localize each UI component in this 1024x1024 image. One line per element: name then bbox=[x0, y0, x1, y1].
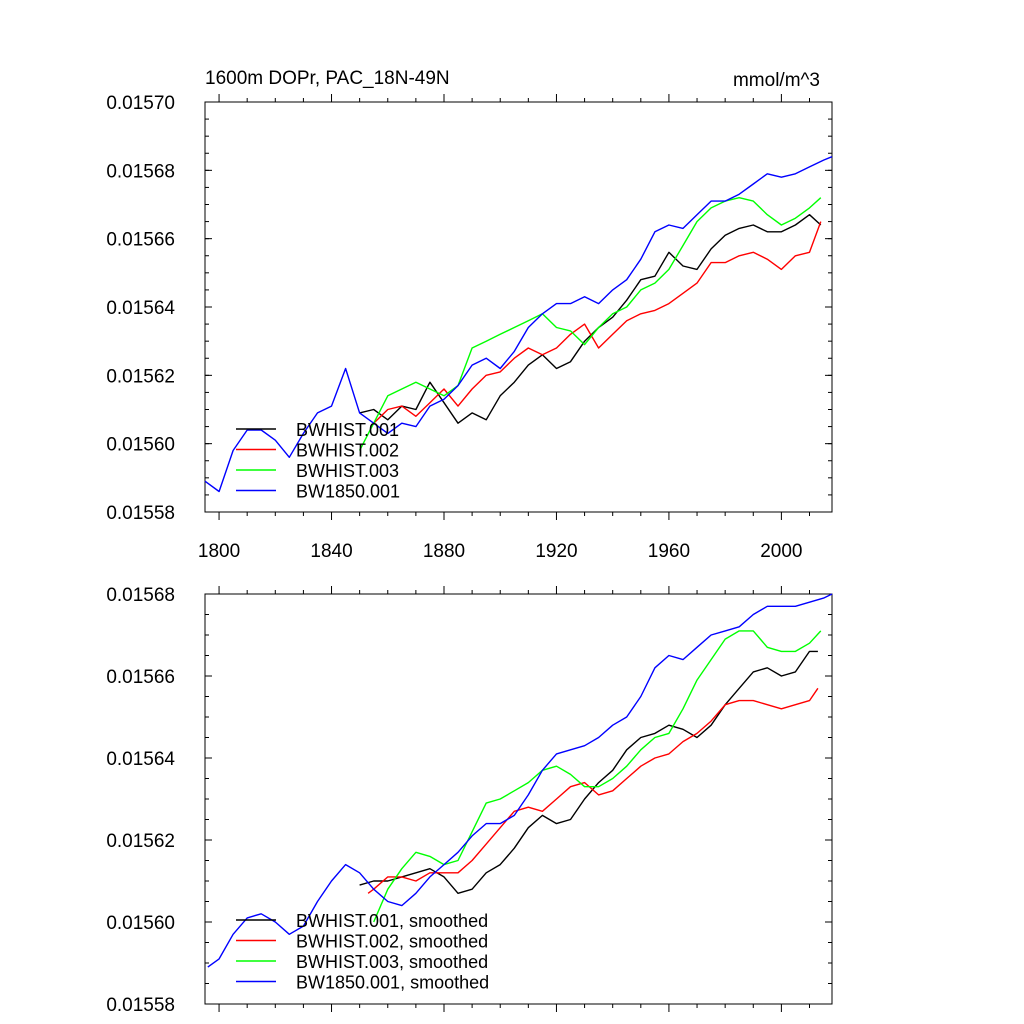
bottom-legend-label-bwhist-002-smoothed: BWHIST.002, smoothed bbox=[296, 932, 488, 952]
top-x-tick-label: 1960 bbox=[648, 541, 690, 562]
top-title-right: mmol/m^3 bbox=[733, 70, 820, 91]
top-x-tick-label: 1920 bbox=[535, 541, 577, 562]
bottom-legend-label-bw1850-001-smoothed: BW1850.001, smoothed bbox=[296, 973, 489, 993]
top-legend-label-bwhist-002: BWHIST.002 bbox=[296, 441, 399, 461]
top-x-tick-label: 2000 bbox=[760, 541, 802, 562]
bottom-ticks bbox=[205, 586, 832, 1012]
bottom-series-line-bw1850-001-smoothed bbox=[207, 593, 833, 968]
bottom-y-tick-label: 0.01566 bbox=[106, 667, 175, 688]
top-x-tick-label: 1880 bbox=[423, 541, 465, 562]
bottom-y-tick-label: 0.01564 bbox=[106, 749, 175, 770]
top-series-line-bwhist-002 bbox=[373, 221, 822, 424]
top-y-tick-label: 0.01564 bbox=[106, 298, 175, 319]
bottom-legend-label-bwhist-001-smoothed: BWHIST.001, smoothed bbox=[296, 911, 488, 931]
bottom-y-tick-label: 0.01560 bbox=[106, 913, 175, 934]
top-panel: 1600m DOPr, PAC_18N-49N mmol/m^3 0.01558… bbox=[106, 68, 833, 562]
top-x-tick-label: 1840 bbox=[310, 541, 352, 562]
top-x-tick-label: 1800 bbox=[198, 541, 240, 562]
top-y-tick-label: 0.01568 bbox=[106, 161, 175, 182]
top-title-left: 1600m DOPr, PAC_18N-49N bbox=[205, 68, 450, 89]
bottom-y-tick-label: 0.01562 bbox=[106, 831, 175, 852]
top-y-tick-label: 0.01558 bbox=[106, 503, 175, 524]
bottom-series-line-bwhist-001-smoothed bbox=[359, 650, 818, 894]
top-legend-label-bw1850-001: BW1850.001 bbox=[296, 482, 400, 502]
top-y-tick-label: 0.01562 bbox=[106, 366, 175, 387]
top-y-tick-labels: 0.01558 0.01560 0.01562 0.01564 0.01566 0.015… bbox=[106, 93, 175, 524]
bottom-legend-label-bwhist-003-smoothed: BWHIST.003, smoothed bbox=[296, 952, 488, 972]
top-series bbox=[204, 156, 833, 493]
bottom-series-line-bwhist-002-smoothed bbox=[367, 687, 819, 894]
top-y-tick-label: 0.01570 bbox=[106, 93, 175, 114]
top-legend-label-bwhist-001: BWHIST.001 bbox=[296, 420, 399, 440]
top-series-line-bwhist-001 bbox=[359, 213, 822, 424]
bottom-panel: 0.01558 0.01560 0.01562 0.01564 0.01566 0.015… bbox=[106, 585, 833, 1016]
bottom-y-tick-label: 0.01568 bbox=[106, 585, 175, 606]
top-ticks bbox=[205, 94, 832, 520]
bottom-series bbox=[207, 593, 833, 968]
top-y-tick-label: 0.01566 bbox=[106, 230, 175, 251]
top-legend-label-bwhist-003: BWHIST.003 bbox=[296, 461, 399, 481]
top-y-tick-label: 0.01560 bbox=[106, 435, 175, 456]
bottom-series-line-bwhist-003-smoothed bbox=[373, 630, 822, 923]
top-series-line-bw1850-001 bbox=[204, 156, 833, 493]
top-x-tick-labels: 1800 1840 1880 1920 1960 2000 bbox=[198, 541, 803, 562]
bottom-y-tick-label: 0.01558 bbox=[106, 995, 175, 1016]
bottom-y-tick-labels: 0.01558 0.01560 0.01562 0.01564 0.01566 0.015… bbox=[106, 585, 175, 1016]
top-series-line-bwhist-003 bbox=[358, 196, 822, 451]
